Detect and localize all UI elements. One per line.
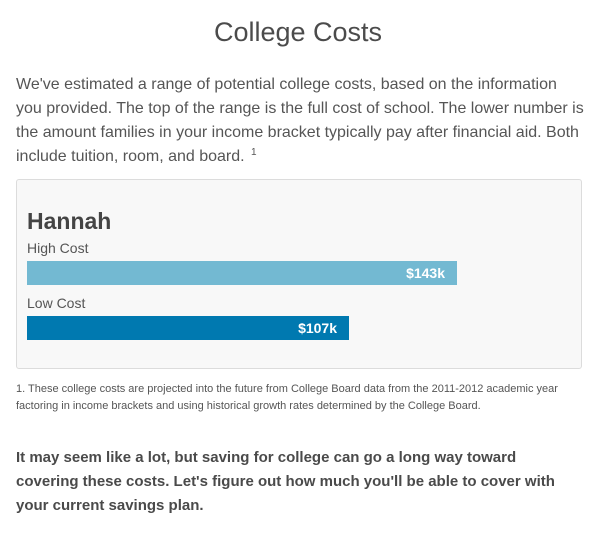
- footnote-marker[interactable]: 1: [251, 147, 257, 158]
- high-cost-value: $143k: [406, 265, 445, 281]
- intro-paragraph: We've estimated a range of potential col…: [16, 73, 586, 169]
- page-title: College Costs: [213, 17, 383, 47]
- cost-range-card: Hannah High Cost $143k Low Cost $107k: [16, 179, 582, 369]
- high-cost-bar-track: $143k: [27, 261, 497, 285]
- footnote: 1. These college costs are projected int…: [16, 383, 558, 412]
- high-cost-label: High Cost: [27, 240, 89, 256]
- low-cost-value: $107k: [298, 320, 337, 336]
- low-cost-bar-track: $107k: [27, 316, 497, 340]
- student-name: Hannah: [27, 208, 112, 234]
- high-cost-bar: $143k: [27, 261, 457, 285]
- intro-text: We've estimated a range of potential col…: [16, 76, 584, 165]
- low-cost-label: Low Cost: [27, 295, 86, 311]
- closing-message: It may seem like a lot, but saving for c…: [16, 449, 555, 514]
- low-cost-bar: $107k: [27, 316, 349, 340]
